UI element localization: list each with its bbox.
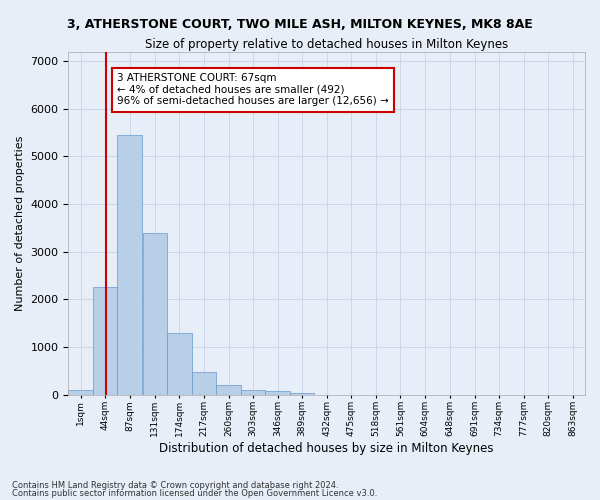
Bar <box>216 385 241 394</box>
Bar <box>192 372 216 394</box>
Bar <box>143 232 167 394</box>
Text: Contains HM Land Registry data © Crown copyright and database right 2024.: Contains HM Land Registry data © Crown c… <box>12 480 338 490</box>
Bar <box>241 390 265 394</box>
Y-axis label: Number of detached properties: Number of detached properties <box>15 136 25 311</box>
Text: 3 ATHERSTONE COURT: 67sqm
← 4% of detached houses are smaller (492)
96% of semi-: 3 ATHERSTONE COURT: 67sqm ← 4% of detach… <box>118 73 389 106</box>
Bar <box>68 390 93 394</box>
Title: Size of property relative to detached houses in Milton Keynes: Size of property relative to detached ho… <box>145 38 508 51</box>
Bar <box>167 332 192 394</box>
Bar <box>93 288 118 395</box>
Bar <box>118 135 142 394</box>
Text: 3, ATHERSTONE COURT, TWO MILE ASH, MILTON KEYNES, MK8 8AE: 3, ATHERSTONE COURT, TWO MILE ASH, MILTO… <box>67 18 533 30</box>
Text: Contains public sector information licensed under the Open Government Licence v3: Contains public sector information licen… <box>12 489 377 498</box>
Bar <box>290 393 314 394</box>
Bar <box>265 391 290 394</box>
X-axis label: Distribution of detached houses by size in Milton Keynes: Distribution of detached houses by size … <box>160 442 494 455</box>
